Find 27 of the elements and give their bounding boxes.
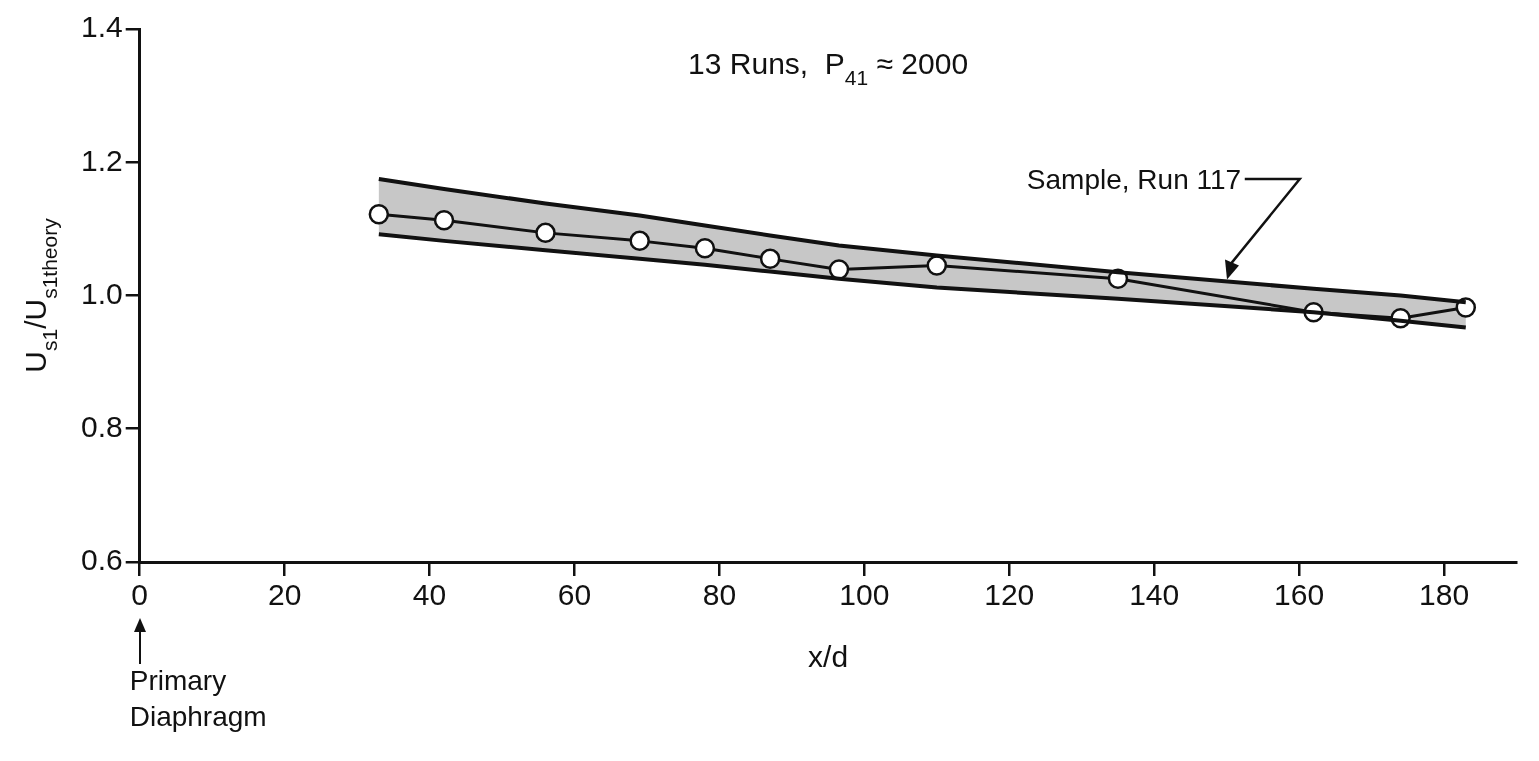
annotation: Sample, Run 117 [1026, 163, 1242, 195]
y-tick-label: 1.0 [80, 276, 123, 310]
text: Primary Diaphragm [129, 665, 267, 732]
x-tick-label: 40 [412, 578, 447, 612]
point [694, 237, 716, 259]
point [926, 255, 948, 276]
y-tick-label: 1.4 [80, 10, 123, 44]
x-tick-label: 180 [1419, 578, 1470, 612]
point [759, 248, 781, 270]
point [828, 259, 850, 280]
x-tick-label: 160 [1274, 578, 1325, 612]
x-tick-label: 100 [839, 578, 890, 612]
point [368, 203, 390, 225]
x-tick-label: 20 [267, 578, 302, 612]
y-tick-label: 1.2 [80, 143, 123, 177]
x-tick-label: 0 [131, 578, 149, 612]
x-tick-label: 80 [702, 578, 737, 612]
x-tick-label: 120 [984, 578, 1035, 612]
y-tick-label: 0.6 [80, 543, 123, 577]
x-tick-label: 140 [1129, 578, 1180, 612]
y-axis-title: Us1/Us1theory [19, 217, 61, 373]
y-tick-label: 0.8 [80, 410, 123, 444]
point [535, 222, 556, 244]
x-tick-label: 60 [557, 578, 592, 612]
point [629, 230, 650, 252]
x-axis-title: x/d [808, 640, 849, 673]
point [433, 209, 455, 231]
